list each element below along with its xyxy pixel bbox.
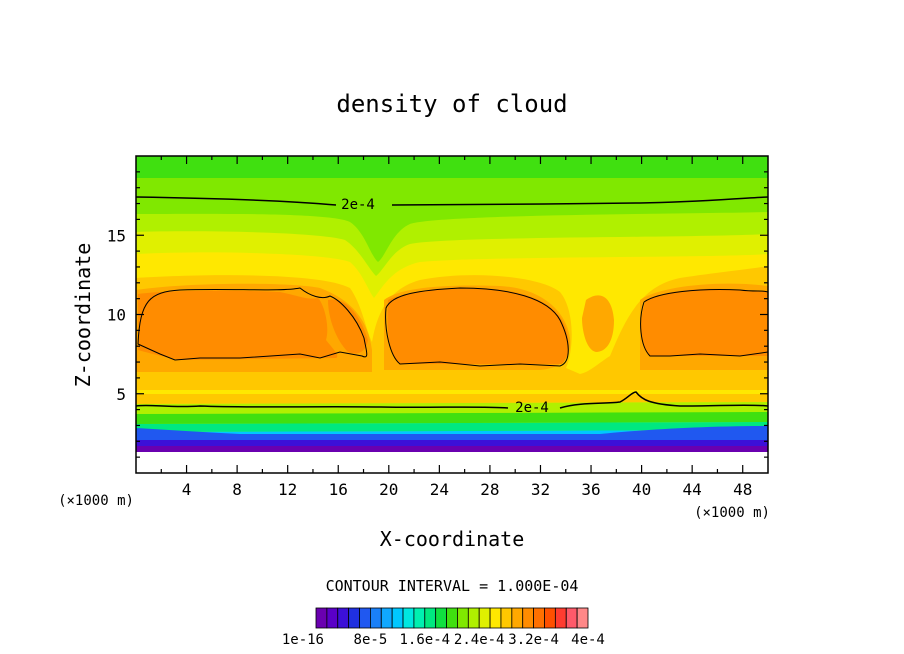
cloud-band xyxy=(136,426,768,442)
contour-label: 2e-4 xyxy=(515,400,549,416)
x-unit-right: (×1000 m) xyxy=(694,505,770,521)
y-tick-label: 10 xyxy=(107,306,126,325)
colorbar-swatch xyxy=(402,607,415,629)
colorbar-tick-label: 2.4e-4 xyxy=(454,632,505,648)
x-tick-label: 32 xyxy=(531,480,550,499)
colorbar-swatch xyxy=(489,607,502,629)
colorbar-swatch xyxy=(348,607,360,629)
colorbar-swatch xyxy=(576,607,589,629)
colorbar-swatch xyxy=(326,607,339,629)
x-tick-label: 12 xyxy=(278,480,297,499)
colorbar-swatch xyxy=(446,607,458,629)
x-tick-label: 4 xyxy=(182,480,192,499)
colorbar-swatch xyxy=(369,607,382,629)
colorbar-swatch xyxy=(315,607,328,629)
colorbar-tick-label: 1e-16 xyxy=(282,632,324,648)
x-tick-label: 24 xyxy=(430,480,449,499)
x-tick-label: 20 xyxy=(379,480,398,499)
colorbar-tick-label: 4e-4 xyxy=(571,632,605,648)
x-tick-label: 8 xyxy=(232,480,242,499)
colorbar-swatch xyxy=(413,607,426,629)
colorbar-swatch xyxy=(533,607,545,629)
x-tick-label: 36 xyxy=(581,480,600,499)
x-unit-left: (×1000 m) xyxy=(58,493,134,509)
x-tick-label: 40 xyxy=(632,480,651,499)
x-tick-label: 28 xyxy=(480,480,499,499)
cloud-band xyxy=(136,412,768,424)
cloud-band xyxy=(136,422,768,432)
colorbar-swatch xyxy=(544,607,556,629)
cloud-band xyxy=(136,394,768,404)
plot-area xyxy=(136,156,768,473)
colorbar-swatch xyxy=(554,607,567,629)
contour-line xyxy=(137,287,368,361)
colorbar-swatch xyxy=(478,607,491,629)
colorbar-swatch xyxy=(391,607,404,629)
contour-interval-text: CONTOUR INTERVAL = 1.000E-04 xyxy=(326,577,579,595)
colorbar-tick-label: 3.2e-4 xyxy=(508,632,559,648)
chart-title: density of cloud xyxy=(336,90,567,118)
y-axis-label: Z-coordinate xyxy=(71,243,95,388)
cloud-band xyxy=(136,440,768,446)
colorbar-swatch xyxy=(522,607,534,629)
x-tick-label: 44 xyxy=(683,480,702,499)
colorbar-swatch xyxy=(457,607,469,629)
colorbar-swatch xyxy=(424,607,437,629)
y-tick-label: 5 xyxy=(116,385,126,404)
contour-line xyxy=(640,289,768,357)
cloud-band xyxy=(136,452,768,473)
contour-line xyxy=(136,391,768,409)
x-axis-label: X-coordinate xyxy=(380,527,525,551)
contour-line xyxy=(385,287,569,367)
cloud-band xyxy=(136,402,768,414)
colorbar-swatch xyxy=(380,607,393,629)
x-tick-label: 48 xyxy=(733,480,752,499)
contour-line xyxy=(136,196,768,206)
colorbar-swatch xyxy=(500,607,513,629)
colorbar-swatch xyxy=(435,607,447,629)
colorbar-swatch xyxy=(467,607,480,629)
colorbar-tick-label: 1.6e-4 xyxy=(400,632,451,648)
colorbar-swatch xyxy=(565,607,578,629)
colorbar-tick-label: 8e-5 xyxy=(354,632,388,648)
colorbar-swatch xyxy=(337,607,350,629)
x-tick-label: 16 xyxy=(329,480,348,499)
colorbar-swatch xyxy=(511,607,524,629)
contour-label: 2e-4 xyxy=(341,197,375,213)
colorbar: 1e-16 8e-5 1.6e-4 2.4e-4 3.2e-4 4e-4 xyxy=(282,607,605,648)
cloud-band xyxy=(138,288,768,364)
colorbar-swatch xyxy=(359,607,371,629)
y-tick-label: 15 xyxy=(107,226,126,245)
